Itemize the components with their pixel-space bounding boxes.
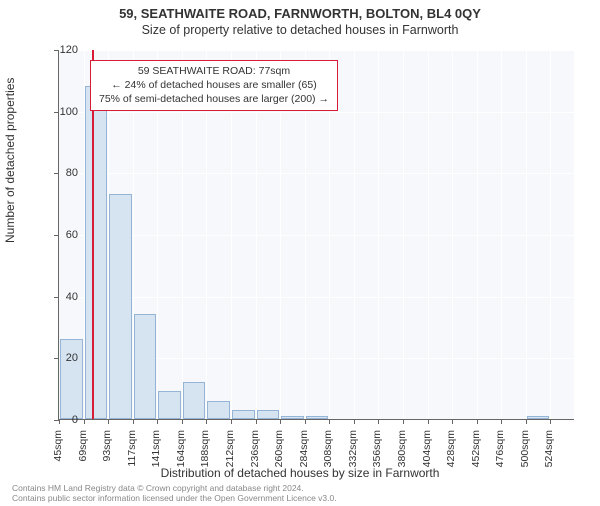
ytick-label: 60	[48, 229, 78, 241]
xtick-label: 356sqm	[371, 430, 383, 470]
xtick-mark	[403, 419, 404, 424]
xtick-label: 380sqm	[396, 430, 408, 470]
xtick-mark	[84, 419, 85, 424]
gridline-v	[477, 50, 478, 419]
xtick-mark	[550, 419, 551, 424]
footer-attribution: Contains HM Land Registry data © Crown c…	[12, 483, 337, 504]
histogram-bar	[134, 314, 157, 419]
xtick-label: 117sqm	[126, 430, 138, 470]
xtick-mark	[501, 419, 502, 424]
xtick-label: 260sqm	[273, 430, 285, 470]
gridline-v	[428, 50, 429, 419]
histogram-bar	[85, 86, 108, 419]
xtick-mark	[329, 419, 330, 424]
ytick-label: 120	[48, 44, 78, 56]
gridline-v	[550, 50, 551, 419]
gridline-v	[403, 50, 404, 419]
xtick-label: 236sqm	[249, 430, 261, 470]
footer-line-2: Contains public sector information licen…	[12, 493, 337, 504]
histogram-bar	[109, 194, 132, 419]
histogram-bar	[207, 401, 230, 420]
xtick-label: 45sqm	[52, 430, 64, 470]
xtick-label: 332sqm	[347, 430, 359, 470]
xtick-label: 212sqm	[224, 430, 236, 470]
xtick-label: 284sqm	[298, 430, 310, 470]
ytick-label: 0	[48, 414, 78, 426]
ytick-label: 40	[48, 291, 78, 303]
xtick-label: 188sqm	[199, 430, 211, 470]
y-axis-label: Number of detached properties	[3, 78, 17, 243]
xtick-mark	[378, 419, 379, 424]
histogram-bar	[306, 416, 329, 419]
xtick-mark	[428, 419, 429, 424]
histogram-chart: 59 SEATHWAITE ROAD: 77sqm ← 24% of detac…	[58, 50, 574, 420]
xtick-mark	[305, 419, 306, 424]
gridline-h	[59, 112, 574, 113]
xtick-mark	[526, 419, 527, 424]
xtick-mark	[256, 419, 257, 424]
xtick-mark	[452, 419, 453, 424]
xtick-mark	[477, 419, 478, 424]
xtick-label: 524sqm	[543, 430, 555, 470]
xtick-label: 500sqm	[519, 430, 531, 470]
histogram-bar	[158, 391, 181, 419]
gridline-v	[354, 50, 355, 419]
xtick-label: 69sqm	[77, 430, 89, 470]
xtick-label: 141sqm	[150, 430, 162, 470]
histogram-bar	[183, 382, 206, 419]
annotation-line-2: ← 24% of detached houses are smaller (65…	[99, 78, 329, 92]
gridline-v	[526, 50, 527, 419]
xtick-mark	[231, 419, 232, 424]
xtick-label: 93sqm	[101, 430, 113, 470]
gridline-v	[452, 50, 453, 419]
histogram-bar	[257, 410, 280, 419]
gridline-v	[501, 50, 502, 419]
ytick-label: 100	[48, 106, 78, 118]
xtick-mark	[108, 419, 109, 424]
page-subtitle: Size of property relative to detached ho…	[0, 23, 600, 37]
page-title: 59, SEATHWAITE ROAD, FARNWORTH, BOLTON, …	[0, 6, 600, 21]
gridline-v	[378, 50, 379, 419]
gridline-h	[59, 173, 574, 174]
histogram-bar	[232, 410, 255, 419]
annotation-line-3: 75% of semi-detached houses are larger (…	[99, 92, 329, 106]
gridline-h	[59, 235, 574, 236]
gridline-h	[59, 50, 574, 51]
annotation-line-1: 59 SEATHWAITE ROAD: 77sqm	[99, 64, 329, 78]
xtick-mark	[280, 419, 281, 424]
xtick-mark	[182, 419, 183, 424]
xtick-label: 428sqm	[445, 430, 457, 470]
xtick-label: 404sqm	[421, 430, 433, 470]
xtick-mark	[354, 419, 355, 424]
histogram-bar	[527, 416, 550, 419]
gridline-h	[59, 297, 574, 298]
xtick-label: 476sqm	[494, 430, 506, 470]
histogram-bar	[60, 339, 83, 419]
footer-line-1: Contains HM Land Registry data © Crown c…	[12, 483, 337, 494]
histogram-bar	[281, 416, 304, 419]
xtick-label: 164sqm	[175, 430, 187, 470]
ytick-label: 20	[48, 352, 78, 364]
xtick-mark	[133, 419, 134, 424]
annotation-box: 59 SEATHWAITE ROAD: 77sqm ← 24% of detac…	[90, 60, 338, 111]
xtick-label: 308sqm	[322, 430, 334, 470]
xtick-mark	[157, 419, 158, 424]
xtick-label: 452sqm	[470, 430, 482, 470]
ytick-label: 80	[48, 167, 78, 179]
xtick-mark	[206, 419, 207, 424]
